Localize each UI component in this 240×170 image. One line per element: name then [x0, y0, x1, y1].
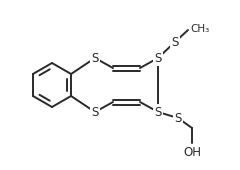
Text: S: S — [91, 52, 99, 64]
Text: S: S — [154, 52, 162, 64]
Text: S: S — [174, 112, 182, 124]
Text: CH₃: CH₃ — [190, 24, 209, 34]
Text: OH: OH — [183, 147, 201, 159]
Text: S: S — [171, 36, 179, 48]
Text: S: S — [91, 106, 99, 118]
Text: S: S — [154, 106, 162, 118]
